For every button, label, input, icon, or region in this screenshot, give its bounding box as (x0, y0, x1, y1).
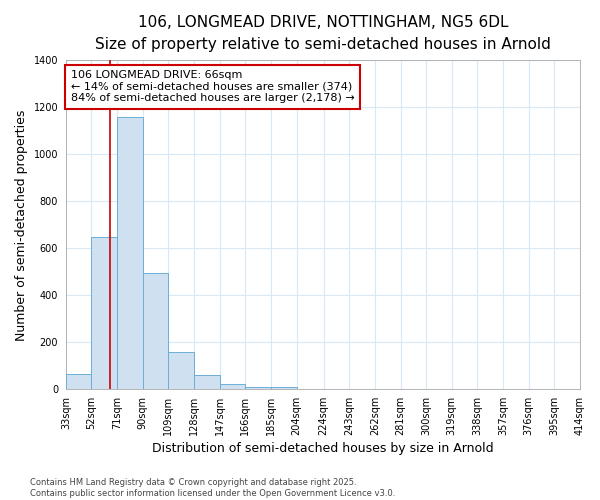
Bar (143, 273, 169, 390)
Bar (91, 236, 117, 390)
Text: Contains HM Land Registry data © Crown copyright and database right 2025.
Contai: Contains HM Land Registry data © Crown c… (30, 478, 395, 498)
Bar (220, 384, 245, 390)
Bar (117, 116, 143, 390)
Text: 106 LONGMEAD DRIVE: 66sqm
← 14% of semi-detached houses are smaller (374)
84% of: 106 LONGMEAD DRIVE: 66sqm ← 14% of semi-… (71, 70, 355, 103)
X-axis label: Distribution of semi-detached houses by size in Arnold: Distribution of semi-detached houses by … (152, 442, 494, 455)
Bar (271, 387, 296, 390)
Bar (66, 374, 91, 390)
Bar (169, 352, 194, 390)
Bar (245, 387, 271, 390)
Y-axis label: Number of semi-detached properties: Number of semi-detached properties (15, 109, 28, 340)
Bar (194, 376, 220, 390)
Title: 106, LONGMEAD DRIVE, NOTTINGHAM, NG5 6DL
Size of property relative to semi-detac: 106, LONGMEAD DRIVE, NOTTINGHAM, NG5 6DL… (95, 15, 551, 52)
